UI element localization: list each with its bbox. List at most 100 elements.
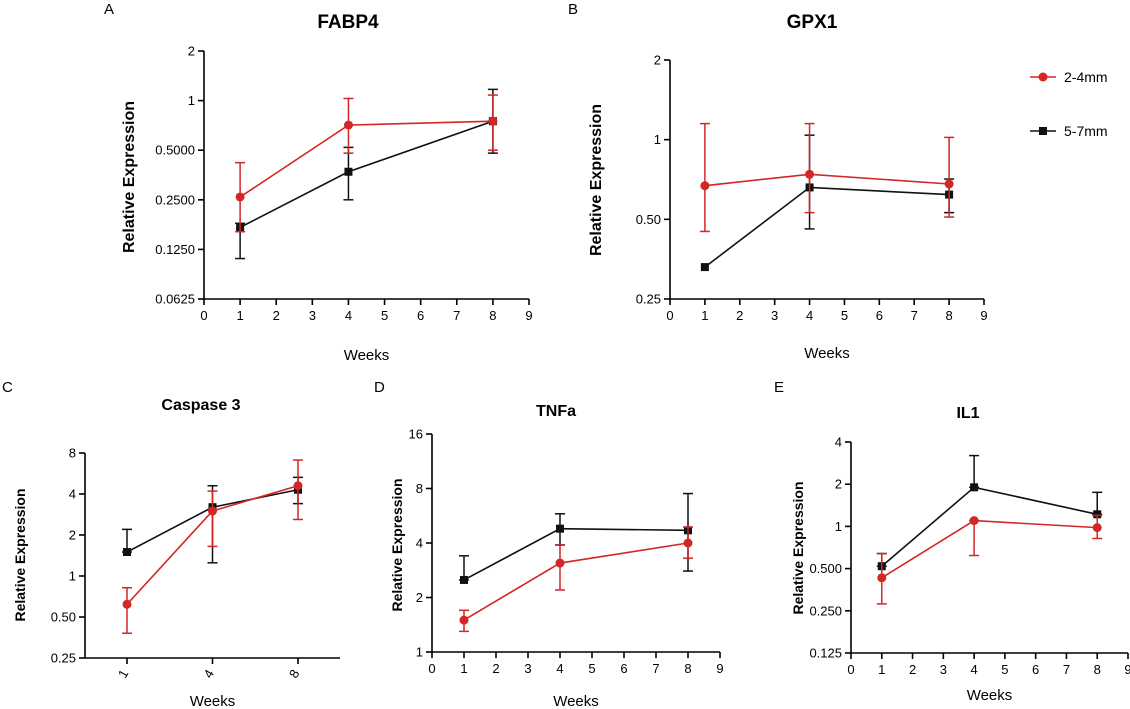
y-tick-label: 1: [654, 132, 661, 147]
x-tick-label: 8: [286, 667, 303, 681]
series-2-4mm: [235, 94, 498, 233]
x-tick-label: 0: [200, 308, 207, 323]
y-tick-label: 0.25: [636, 292, 661, 307]
x-tick-label: 8: [684, 661, 691, 676]
x-tick-label: 1: [878, 662, 885, 677]
series-5-7mm: [459, 492, 693, 584]
x-tick-label: 3: [940, 662, 947, 677]
y-tick-label: 2: [835, 477, 842, 492]
legend-label: 5-7mm: [1064, 123, 1108, 139]
y-tick-label: 1: [188, 93, 195, 108]
x-tick-label: 5: [381, 308, 388, 323]
series-line: [463, 527, 689, 581]
y-tick-label: 0.50: [51, 610, 76, 625]
legend-marker: [1038, 72, 1048, 82]
x-axis-title: Weeks: [553, 693, 599, 709]
x-tick-label: 2: [909, 662, 916, 677]
x-axis-title: Weeks: [804, 345, 850, 362]
y-tick-label: 4: [416, 536, 423, 551]
x-tick-label: 7: [1063, 662, 1070, 677]
x-tick-label: 4: [345, 308, 352, 323]
x-tick-label: 3: [771, 308, 778, 323]
x-tick-label: 9: [980, 308, 987, 323]
chart-panel-e: E IL1 0.125 0.250 0.500 1 2 4 0 1 2 3 4 5 6 7 8 9 Weeks Rel…: [774, 379, 1130, 704]
y-tick-label: 1: [416, 645, 423, 660]
legend-marker: [1039, 127, 1047, 135]
y-tick-label: 2: [416, 590, 423, 605]
series-2-4mm: [699, 122, 955, 233]
y-tick-label: 1: [835, 519, 842, 534]
series-line: [239, 120, 494, 229]
panel-title: FABP4: [317, 12, 379, 33]
x-tick-label: 6: [620, 661, 627, 676]
x-tick-label: 8: [945, 308, 952, 323]
x-tick-label: 2: [492, 661, 499, 676]
data-point: [683, 538, 693, 548]
data-point: [877, 573, 887, 583]
data-point: [969, 516, 979, 526]
data-point: [1093, 510, 1102, 519]
x-tick-label: 1: [701, 308, 708, 323]
data-point: [556, 524, 564, 533]
series-5-7mm: [700, 134, 955, 272]
data-point: [700, 181, 710, 191]
y-axis-title: Relative Expression: [389, 478, 405, 611]
data-point: [460, 575, 468, 584]
data-point: [805, 169, 815, 179]
data-point: [459, 615, 469, 625]
data-point: [1092, 523, 1102, 533]
panel-letter: D: [374, 379, 385, 396]
x-tick-label: 3: [524, 661, 531, 676]
y-tick-label: 2: [188, 44, 195, 59]
x-tick-label: 5: [588, 661, 595, 676]
series-5-7mm: [876, 454, 1103, 571]
y-tick-label: 0.0625: [155, 292, 195, 307]
y-tick-label: 0.2500: [155, 192, 195, 207]
y-tick-label: 0.500: [809, 561, 842, 576]
chart-panel-a: A FABP4 0.0625 0.1250 0.2500 0.5000 1 2 0 1 2 3 4 5 6 7…: [104, 1, 533, 364]
x-tick-label: 9: [1124, 662, 1130, 677]
x-tick-label: 5: [1001, 662, 1008, 677]
x-tick-label: 5: [841, 308, 848, 323]
panel-letter: E: [774, 379, 784, 396]
y-tick-label: 8: [69, 446, 76, 461]
y-tick-label: 0.125: [809, 646, 842, 661]
legend-item-2-4mm: 2-4mm: [1030, 69, 1108, 85]
data-point: [970, 483, 979, 492]
series-2-4mm: [122, 459, 303, 634]
series-line: [881, 486, 1098, 567]
y-tick-label: 4: [69, 487, 76, 502]
y-tick-label: 0.250: [809, 603, 842, 618]
panel-title: GPX1: [787, 12, 838, 33]
legend-label: 2-4mm: [1064, 69, 1108, 85]
legend: 2-4mm 5-7mm: [1030, 69, 1108, 139]
chart-panel-b: B GPX1 0.25 0.50 1 2 0 1 2 3 4 5 6 7 8 9 Weeks Relative E…: [568, 1, 988, 362]
y-tick-label: 8: [416, 481, 423, 496]
data-point: [700, 263, 709, 272]
x-tick-label: 4: [806, 308, 813, 323]
x-tick-label: 1: [460, 661, 467, 676]
series-2-4mm: [459, 526, 693, 633]
y-axis-title: Relative Expression: [790, 481, 806, 614]
series-line: [704, 186, 950, 268]
x-tick-label: 1: [115, 667, 132, 681]
data-point: [123, 548, 131, 557]
data-point: [293, 481, 303, 491]
panel-title: IL1: [956, 405, 979, 422]
series-line: [463, 542, 689, 621]
x-tick-label: 1: [236, 308, 243, 323]
x-tick-label: 2: [273, 308, 280, 323]
y-tick-label: 2: [654, 53, 661, 68]
x-tick-label: 4: [556, 661, 563, 676]
panel-title: Caspase 3: [161, 397, 240, 414]
y-tick-label: 0.1250: [155, 242, 195, 257]
x-tick-label: 9: [716, 661, 723, 676]
panel-letter: B: [568, 1, 578, 18]
series-line: [239, 120, 493, 198]
y-tick-label: 1: [69, 569, 76, 584]
x-axis-title: Weeks: [344, 347, 390, 364]
data-point: [555, 558, 565, 568]
data-point: [344, 167, 353, 176]
